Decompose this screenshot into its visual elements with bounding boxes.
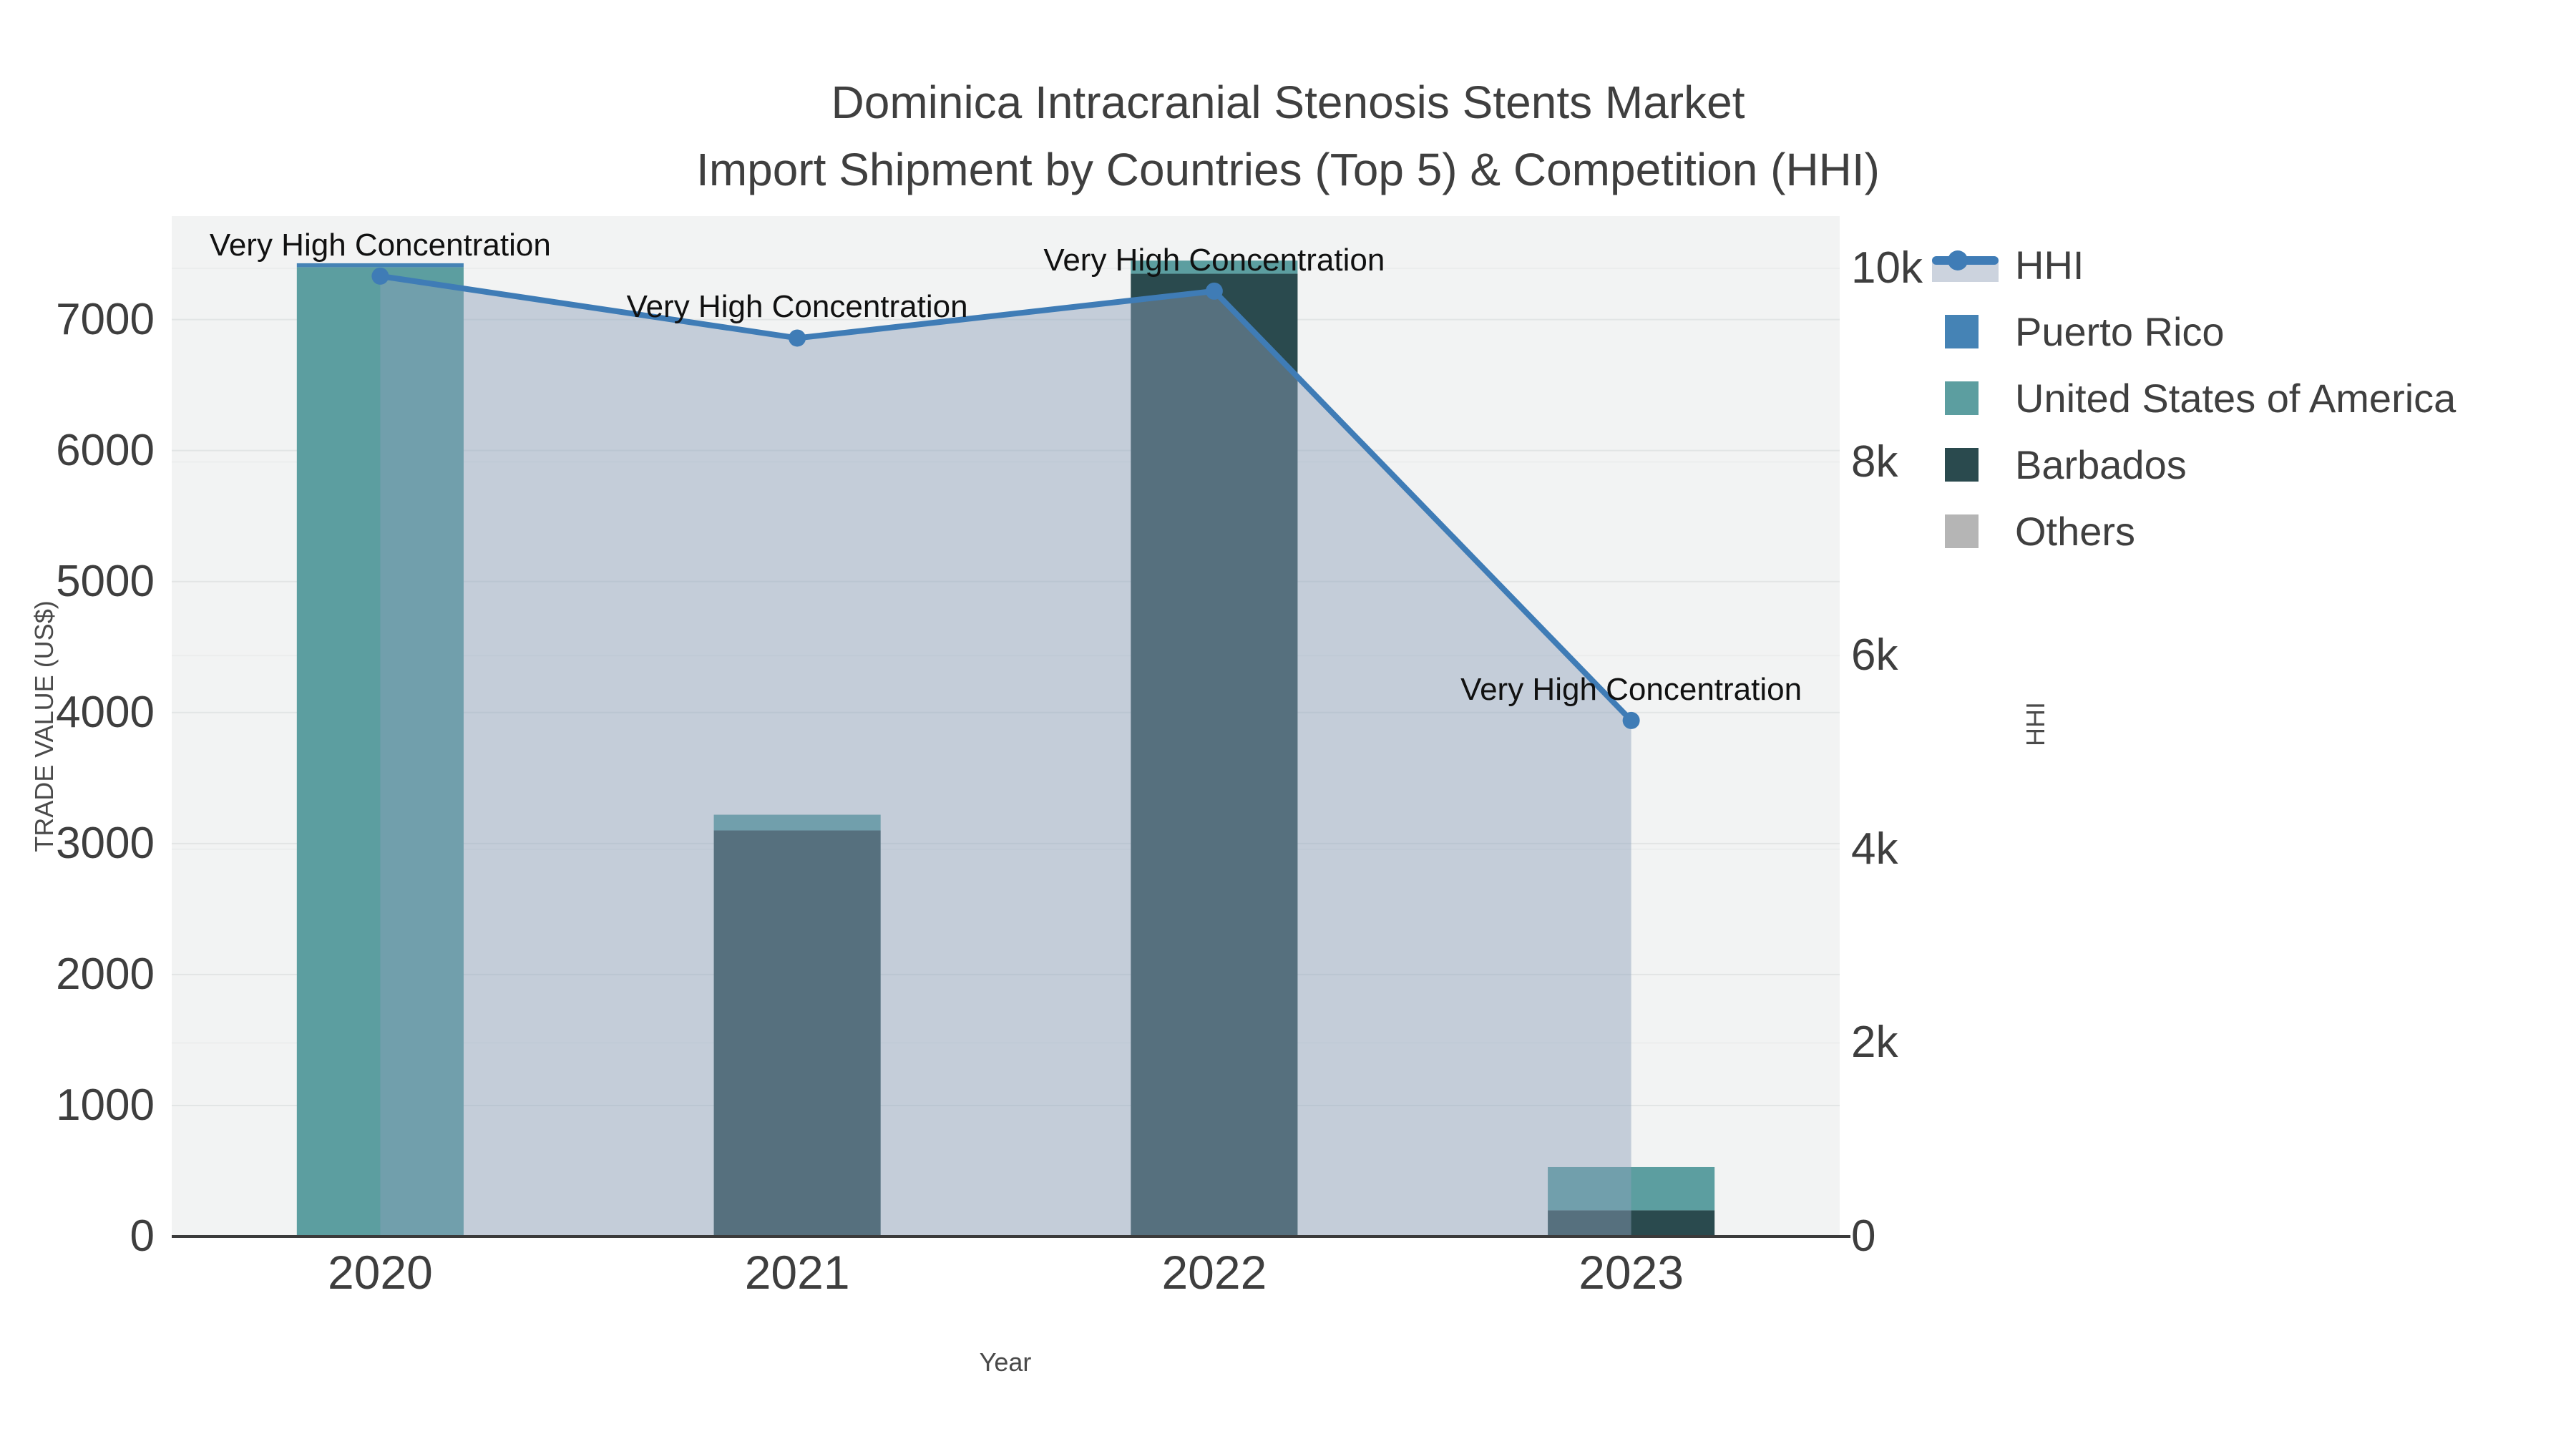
chart-title: Dominica Intracranial Stenosis Stents Ma… <box>831 77 1745 128</box>
hhi-line <box>377 273 1634 723</box>
legend-swatch-holder <box>1932 431 1999 498</box>
y-left-tick-label: 0 <box>130 1211 155 1261</box>
plot-area <box>172 216 1840 1237</box>
y-right-tick-label: 4k <box>1851 824 1898 874</box>
legend-color-swatch-icon <box>1945 315 1979 348</box>
y-left-tick-label: 5000 <box>56 556 155 606</box>
legend-item-barbados[interactable]: Barbados <box>1932 431 2562 498</box>
y-left-tick-label: 7000 <box>56 294 155 344</box>
axis-title-y-right: HHI <box>2021 702 2050 746</box>
x-tick-label-2021: 2021 <box>744 1246 850 1299</box>
legend-swatch-holder <box>1932 298 1999 365</box>
y-left-tick-label: 3000 <box>56 818 155 868</box>
bar-segment-united-states-of-america-2020[interactable] <box>296 267 464 1236</box>
hhi-area-fill <box>380 275 1631 1237</box>
legend-item-label: United States of America <box>2015 376 2457 421</box>
y-right-tick-label: 2k <box>1851 1018 1898 1068</box>
x-tick-label-2020: 2020 <box>327 1246 433 1299</box>
legend-swatch-holder <box>1932 498 1999 565</box>
legend-swatch-holder <box>1932 232 1999 298</box>
y-right-tick-label: 0 <box>1851 1211 1876 1261</box>
legend-item-united-states-of-america[interactable]: United States of America <box>1932 365 2562 431</box>
bar-segment-puerto-rico-2020[interactable] <box>296 263 464 268</box>
legend-item-hhi[interactable]: HHI <box>1932 232 2562 298</box>
y-right-tick-label: 6k <box>1851 630 1898 680</box>
legend-item-label: Puerto Rico <box>2015 309 2225 354</box>
bar-segment-united-states-of-america-2022[interactable] <box>1131 260 1298 274</box>
chart-subtitle: Import Shipment by Countries (Top 5) & C… <box>696 144 1880 195</box>
legend-item-label: Barbados <box>2015 442 2187 487</box>
hhi-marker-2020[interactable] <box>371 267 389 285</box>
x-tick-label-2023: 2023 <box>1579 1246 1684 1299</box>
legend-color-swatch-icon <box>1945 514 1979 548</box>
bar-segment-united-states-of-america-2021[interactable] <box>713 814 881 831</box>
y-right-tick-label: 8k <box>1851 436 1898 487</box>
hhi-marker-2021[interactable] <box>789 329 806 347</box>
x-axis-line <box>172 1235 1850 1238</box>
bar-segment-barbados-2021[interactable] <box>713 830 881 1236</box>
bar-segment-barbados-2023[interactable] <box>1548 1210 1715 1236</box>
legend-item-label: Others <box>2015 509 2136 554</box>
legend-swatch-holder <box>1932 365 1999 431</box>
y-left-tick-label: 6000 <box>56 425 155 475</box>
axis-title-x: Year <box>979 1347 1032 1377</box>
annotation-label: Very High Concentration <box>209 227 551 263</box>
y-right-tick-label: 10k <box>1851 243 1923 293</box>
annotation-label: Very High Concentration <box>1043 242 1385 278</box>
y-left-tick-label: 1000 <box>56 1080 155 1130</box>
legend: HHI Puerto Rico United States of America Ba… <box>1932 232 2562 565</box>
legend-item-label: HHI <box>2015 243 2084 288</box>
hhi-marker-swatch-icon <box>1948 250 1968 270</box>
legend-color-swatch-icon <box>1945 448 1979 482</box>
bar-segment-barbados-2022[interactable] <box>1131 273 1298 1236</box>
annotation-label: Very High Concentration <box>1460 671 1802 707</box>
x-tick-label-2022: 2022 <box>1161 1246 1267 1299</box>
y-left-tick-label: 4000 <box>56 687 155 737</box>
bar-segment-united-states-of-america-2023[interactable] <box>1548 1166 1715 1211</box>
hhi-marker-2023[interactable] <box>1622 711 1640 729</box>
legend-item-puerto-rico[interactable]: Puerto Rico <box>1932 298 2562 365</box>
annotation-label: Very High Concentration <box>626 289 968 325</box>
y-left-tick-label: 2000 <box>56 949 155 999</box>
legend-item-others[interactable]: Others <box>1932 498 2562 565</box>
legend-color-swatch-icon <box>1945 381 1979 415</box>
chart-title-block: Dominica Intracranial Stenosis Stents Ma… <box>0 69 2576 203</box>
hhi-marker-2022[interactable] <box>1205 282 1223 300</box>
plot-svg <box>172 260 1840 1237</box>
